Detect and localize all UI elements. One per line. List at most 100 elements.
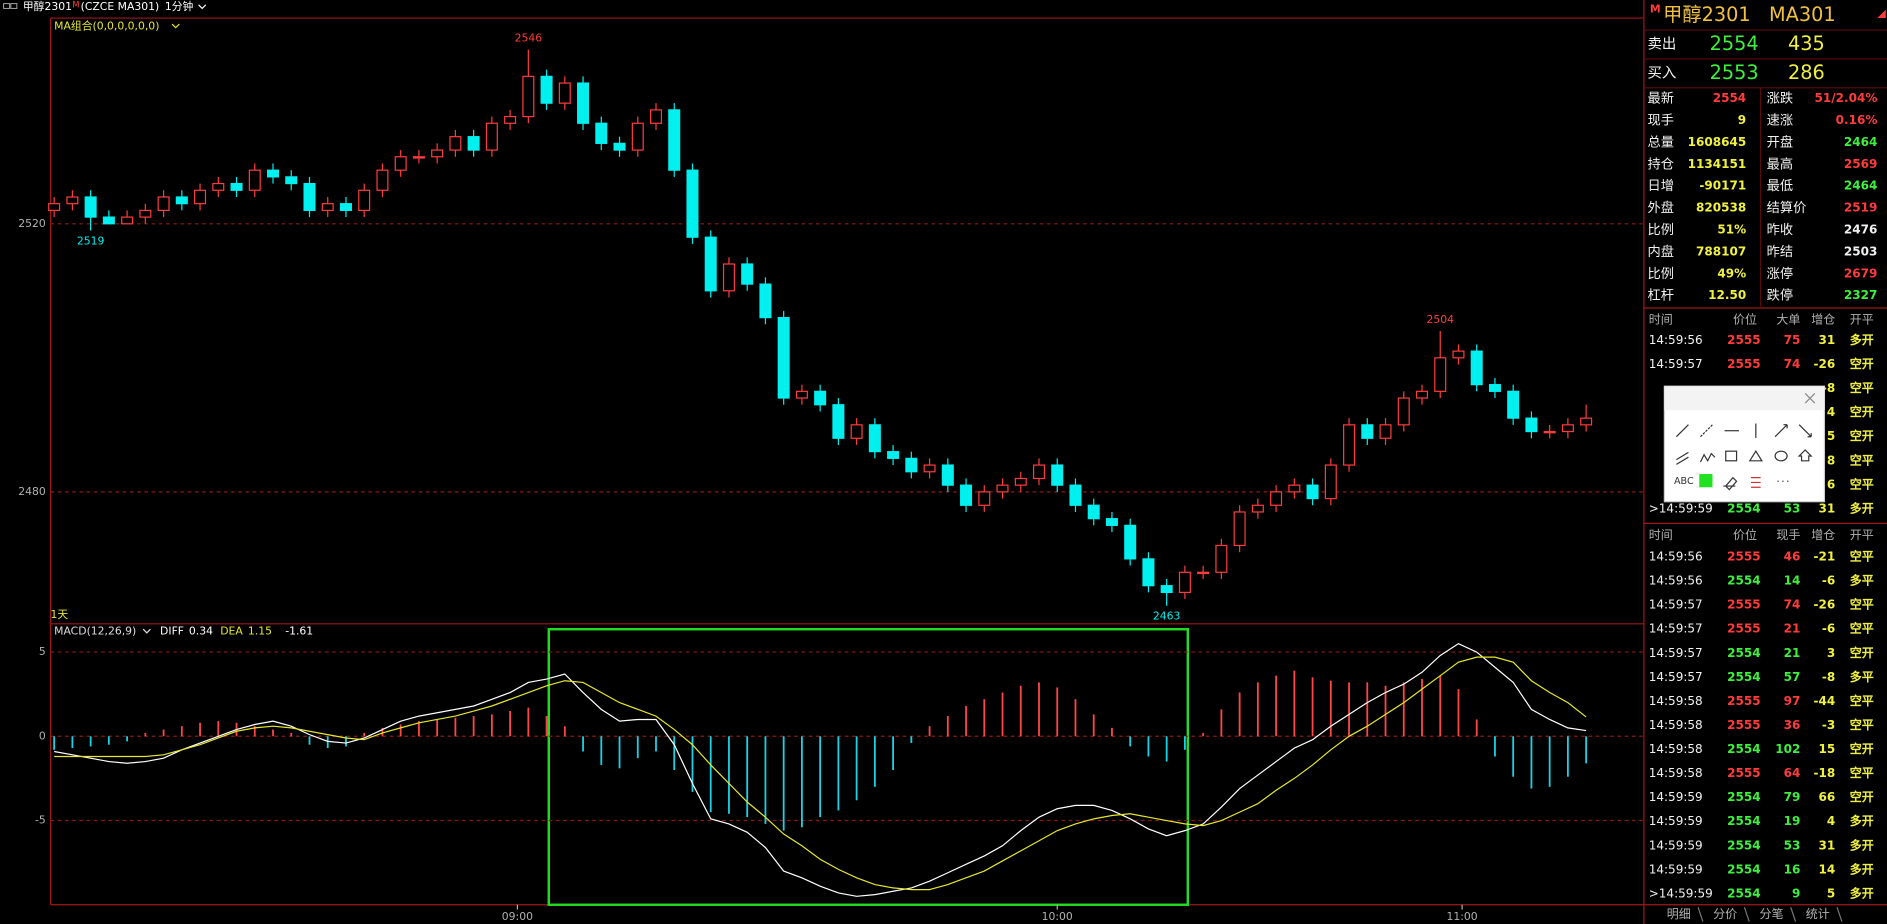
table-cell: -6 <box>1822 574 1835 588</box>
table-cell: 21 <box>1784 622 1801 636</box>
quote-value: 51% <box>1717 223 1746 237</box>
table-cell: 4 <box>1827 405 1835 419</box>
table-header: 价位 <box>1733 312 1757 327</box>
quote-label: 结算价 <box>1767 200 1807 216</box>
period[interactable]: 1分钟 <box>165 0 194 13</box>
y-tick-label: 0 <box>39 729 46 742</box>
icon[interactable] <box>10 3 18 9</box>
tab[interactable]: 分价 <box>1713 907 1737 921</box>
tool-text[interactable]: ABC <box>1674 476 1694 487</box>
y-tick-label: 5 <box>39 645 46 658</box>
candle-body <box>1324 464 1337 500</box>
table-cell: 2554 <box>1727 862 1760 876</box>
chevron[interactable] <box>171 23 180 29</box>
candle-body <box>1124 524 1137 560</box>
table-cell: 14:59:58 <box>1649 694 1703 708</box>
candle-body <box>1069 484 1082 506</box>
chevron[interactable] <box>198 4 207 10</box>
table-cell: 2554 <box>1727 670 1760 684</box>
table-cell: 5 <box>1827 886 1835 900</box>
quote-value: 2476 <box>1844 223 1877 237</box>
candle-body <box>1434 357 1447 392</box>
quote-value: 788107 <box>1696 244 1746 258</box>
chevron[interactable] <box>142 628 151 634</box>
quote-value: 2679 <box>1844 266 1877 280</box>
candle-body <box>1288 484 1301 493</box>
tab[interactable]: 明细 <box>1667 907 1691 921</box>
quote-value: 2464 <box>1844 179 1877 193</box>
candle-body <box>905 457 918 473</box>
table-cell: 57 <box>1784 670 1801 684</box>
quote-value: 2464 <box>1844 135 1877 149</box>
candle-body <box>1142 558 1155 587</box>
quote-label: 涨跌 <box>1767 91 1793 107</box>
table-cell: 14 <box>1819 862 1836 876</box>
tool-list[interactable] <box>1751 477 1761 488</box>
quote-label: 持仓 <box>1648 156 1674 172</box>
tool-arrow-up[interactable] <box>1797 449 1813 462</box>
tool-channel[interactable] <box>1676 451 1689 465</box>
icon[interactable] <box>3 3 11 9</box>
candle-body <box>1215 544 1228 573</box>
table-cell: 16 <box>1784 862 1801 876</box>
table-cell: 2554 <box>1727 574 1760 588</box>
candle-body <box>1470 350 1483 386</box>
table-cell: 14:59:59 <box>1649 862 1703 876</box>
tool-arrow[interactable] <box>1798 424 1812 438</box>
table-cell: 2554 <box>1727 814 1760 828</box>
legend-name: DEA <box>220 625 243 638</box>
candle-body <box>412 156 425 159</box>
quote-price: 2554 <box>1710 32 1759 55</box>
table-cell: 多平 <box>1850 669 1874 684</box>
table-cell: 74 <box>1784 357 1801 371</box>
quote-label: 最高 <box>1767 155 1793 172</box>
tool-triangle[interactable] <box>1748 450 1763 462</box>
table-cell: 31 <box>1819 501 1836 515</box>
candle-body <box>1014 477 1027 486</box>
tool-eraser[interactable] <box>1723 476 1738 491</box>
tab[interactable]: 分笔 <box>1759 906 1783 921</box>
quote-label: 内盘 <box>1648 243 1674 260</box>
table-cell: 74 <box>1784 598 1801 612</box>
tool-ray[interactable] <box>1700 424 1713 438</box>
tool-color[interactable] <box>1699 474 1713 488</box>
candle-body <box>1543 430 1556 434</box>
table-cell: -44 <box>1814 694 1836 708</box>
tool-rect[interactable] <box>1725 450 1738 462</box>
quote-value: 2519 <box>1844 201 1877 215</box>
candle-body <box>1178 571 1191 593</box>
table-cell: 空平 <box>1850 476 1874 491</box>
table-cell: 2555 <box>1727 694 1760 708</box>
table-cell: 19 <box>1784 814 1801 828</box>
table-cell: 空平 <box>1850 621 1874 636</box>
table-cell: 21 <box>1784 646 1801 660</box>
tool-ellipse[interactable] <box>1774 450 1788 462</box>
quote-badge: M <box>1650 3 1661 16</box>
table-cell: 15 <box>1819 742 1836 756</box>
table-header: 开平 <box>1850 528 1874 542</box>
candle-body <box>558 82 571 104</box>
tab[interactable]: 统计 <box>1806 907 1830 921</box>
candle-body <box>722 263 735 292</box>
table-cell: 多开 <box>1850 861 1874 876</box>
quote-value: 1134151 <box>1688 157 1747 171</box>
candle-body <box>431 149 444 158</box>
quote-label: 昨收 <box>1767 222 1793 238</box>
table-cell: 14:59:57 <box>1649 357 1703 371</box>
candle-body <box>212 182 225 191</box>
quote-volume: 435 <box>1788 32 1825 55</box>
table-cell: 14:59:58 <box>1649 766 1703 780</box>
candle-body <box>1379 424 1392 439</box>
close[interactable] <box>1804 392 1816 404</box>
tool-wave[interactable] <box>1699 452 1716 463</box>
tool-arrow[interactable] <box>1774 424 1788 438</box>
quote-label: 最新 <box>1648 91 1674 107</box>
candle-body <box>66 196 79 205</box>
tool-line[interactable] <box>1675 424 1689 438</box>
table-cell: 空平 <box>1850 693 1874 708</box>
quote-label: 涨停 <box>1767 265 1793 282</box>
table-cell: 2555 <box>1727 718 1760 732</box>
table-cell: 14:59:56 <box>1649 333 1703 347</box>
